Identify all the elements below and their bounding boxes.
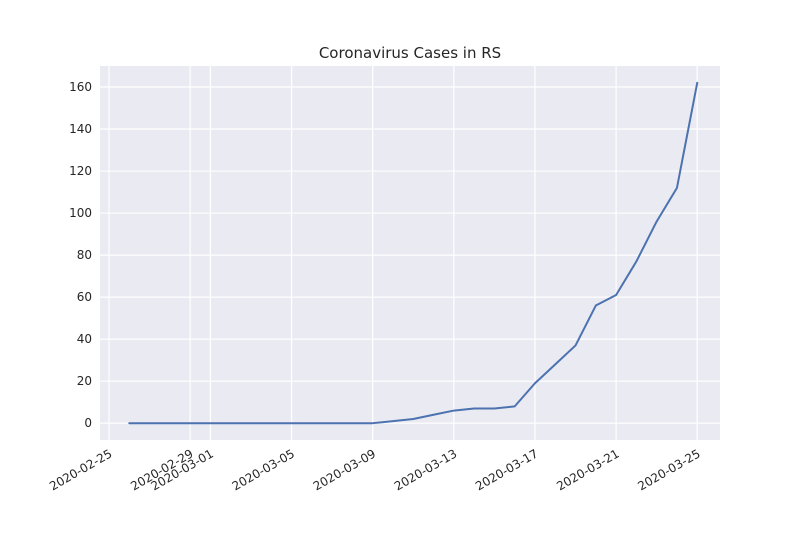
y-tick-label: 140 <box>69 122 92 136</box>
x-tick-label: 2020-02-25 <box>47 446 114 493</box>
y-tick-label: 0 <box>84 416 92 430</box>
y-tick-label: 40 <box>77 332 92 346</box>
x-tick-label: 2020-03-21 <box>554 446 621 493</box>
x-tick-label: 2020-03-05 <box>230 446 297 493</box>
y-tick-label: 160 <box>69 80 92 94</box>
x-tick-label: 2020-03-17 <box>473 446 540 493</box>
y-tick-label: 60 <box>77 290 92 304</box>
y-tick-label: 100 <box>69 206 92 220</box>
x-tick-label: 2020-03-13 <box>392 446 459 493</box>
grid-lines <box>100 66 720 440</box>
x-tick-label: 2020-03-09 <box>311 446 378 493</box>
series-lines <box>128 81 699 425</box>
y-axis-ticks: 0 20 40 60 80 100 120 140 160 <box>69 80 92 430</box>
y-tick-label: 20 <box>77 374 92 388</box>
y-tick-label: 80 <box>77 248 92 262</box>
series-line <box>128 81 699 425</box>
y-tick-label: 120 <box>69 164 92 178</box>
chart-title: Coronavirus Cases in RS <box>319 44 501 62</box>
x-tick-label: 2020-03-25 <box>635 446 702 493</box>
plot-background <box>100 66 720 440</box>
